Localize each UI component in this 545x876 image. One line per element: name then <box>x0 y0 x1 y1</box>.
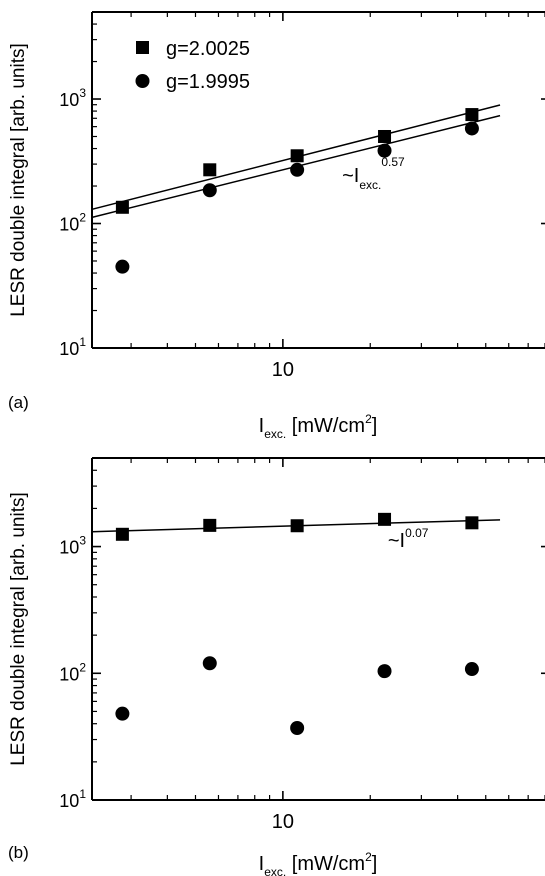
panel-b-x-label-sup: 2 <box>365 850 372 864</box>
panel-a-annotation-prefix: ~I <box>342 165 359 187</box>
panel-a-square-point <box>203 163 217 177</box>
panel-b-square-point <box>378 512 392 526</box>
panel-b-y-axis-label: LESR double integral [arb. units] <box>8 492 29 766</box>
panel-a-circle-point <box>290 162 305 177</box>
panel-a-legend-label: g=2.0025 <box>166 38 250 60</box>
panel-a-x-label-sup: 2 <box>365 412 372 426</box>
panel-a-y-tick-exp: 2 <box>79 211 86 225</box>
panel-b-circle-point <box>464 662 479 677</box>
panel-b-power-law-annotation: ~I0.07 <box>388 526 429 552</box>
panel-a-y-tick-label: 102 <box>59 211 86 235</box>
panel-a-x-label-unit: [mW/cm <box>286 415 365 437</box>
panel-a-y-tick-exp: 1 <box>79 335 86 349</box>
panel-a-legend-label: g=1.9995 <box>166 71 250 93</box>
panel-b-y-tick-base: 10 <box>59 664 79 684</box>
panel-b-x-label-close: ] <box>372 853 378 875</box>
panel-a-x-tick-label: 10 <box>272 359 294 381</box>
panel-b-label: (b) <box>8 843 29 862</box>
panel-a-square-point <box>465 108 479 122</box>
panel-a-x-label-close: ] <box>372 415 378 437</box>
panel-a-x-label-symbol: I <box>259 415 265 437</box>
panel-a-x-label-subscript: exc. <box>264 427 286 441</box>
panel-b-y-tick-exp: 1 <box>79 787 86 801</box>
panel-b-y-tick-exp: 3 <box>79 534 86 548</box>
panel-b-square-point <box>203 518 217 532</box>
panel-a-x-axis-label: Iexc. [mW/cm2] <box>259 412 378 441</box>
panel-b-square-point <box>115 527 129 541</box>
panel-b-y-tick-label: 102 <box>59 660 86 684</box>
panel-a-y-tick-base: 10 <box>59 90 79 110</box>
panel-b-circle-point <box>202 656 217 671</box>
panel-b-y-tick-base: 10 <box>59 538 79 558</box>
panel-a-y-axis-label: LESR double integral [arb. units] <box>8 43 29 317</box>
panel-a-annotation-exponent: 0.57 <box>381 155 405 169</box>
panel-a-square-point <box>115 200 129 214</box>
panel-a-circle-point <box>377 143 392 158</box>
panel-a-y-tick-label: 103 <box>59 86 86 110</box>
panel-a-y-tick-base: 10 <box>59 215 79 235</box>
panel-b-x-label-unit: [mW/cm <box>286 853 365 875</box>
panel-a-label: (a) <box>8 393 29 412</box>
panel-a-circle-point <box>464 121 479 136</box>
panel-a-circle-point <box>202 183 217 198</box>
panel-b-y-tick-base: 10 <box>59 791 79 811</box>
panel-b-circle-point <box>377 664 392 679</box>
panel-b-x-axis-label: Iexc. [mW/cm2] <box>259 850 378 876</box>
panel-b-circle-point <box>290 721 305 736</box>
panel-b-x-tick-label: 10 <box>272 811 294 833</box>
panel-a: 10110210310g=2.0025g=1.9995~Iexc.0.57LES… <box>8 11 545 441</box>
panel-b-x-label-subscript: exc. <box>264 865 286 876</box>
panel-a-square-point <box>378 129 392 143</box>
panel-a-power-law-annotation: ~Iexc.0.57 <box>342 155 405 192</box>
panel-a-circle-point <box>115 259 130 274</box>
panel-a-y-tick-exp: 3 <box>79 86 86 100</box>
panel-a-legend-square <box>136 41 149 54</box>
panel-a-square-point <box>290 149 304 163</box>
panel-a-y-tick-base: 10 <box>59 339 79 359</box>
panel-b-annotation-prefix: ~I <box>388 530 405 552</box>
panel-b-y-tick-exp: 2 <box>79 660 86 674</box>
panel-b-y-tick-label: 101 <box>59 787 86 811</box>
panel-b-square-point <box>465 516 479 530</box>
panel-a-legend-circle <box>135 74 150 88</box>
panel-b-annotation-exponent: 0.07 <box>405 526 429 540</box>
panel-b-square-point <box>290 519 304 533</box>
panel-b-y-tick-label: 103 <box>59 534 86 558</box>
panel-a-annotation-subscript: exc. <box>359 178 381 192</box>
panel-b-circle-point <box>115 706 130 721</box>
panel-a-y-tick-label: 101 <box>59 335 86 359</box>
panel-b-x-label-symbol: I <box>259 853 265 875</box>
